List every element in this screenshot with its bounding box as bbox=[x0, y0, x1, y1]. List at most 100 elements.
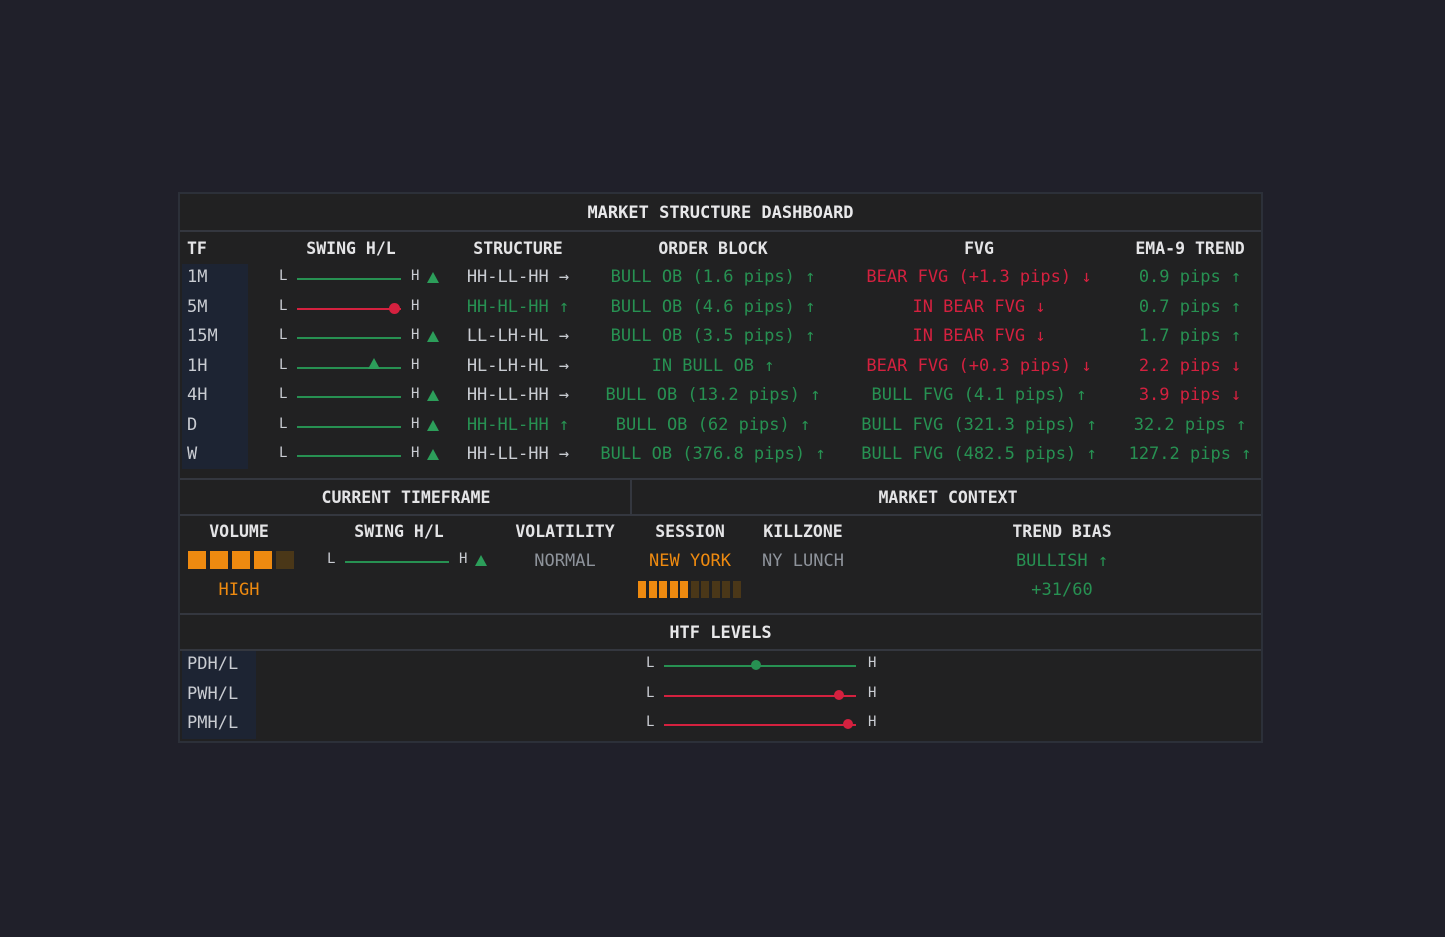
trend-bias-label: TREND BIAS bbox=[1012, 522, 1112, 541]
swing-position-marker bbox=[388, 302, 400, 314]
session-value: NEW YORK bbox=[649, 551, 731, 571]
structure-value: HH-HL-HH ↑ bbox=[466, 296, 570, 317]
session-progress-segment bbox=[680, 581, 688, 598]
htf-position-marker bbox=[833, 689, 844, 700]
killzone-label: KILLZONE bbox=[763, 522, 843, 541]
structure-value: HH-LL-HH → bbox=[466, 385, 570, 405]
volatility-value: NORMAL bbox=[534, 551, 596, 571]
session-progress-segment bbox=[711, 581, 720, 598]
swing-high-label: H bbox=[411, 415, 420, 432]
tf-label: 1H bbox=[187, 355, 208, 376]
htf-name-column-bg bbox=[182, 651, 256, 739]
session-label: SESSION bbox=[655, 522, 725, 541]
session-progress-segment bbox=[722, 581, 730, 598]
order-block-value: BULL OB (3.5 pips) ↑ bbox=[610, 326, 816, 346]
swing-range-bar bbox=[297, 337, 401, 339]
swing-high-label: H bbox=[411, 268, 420, 284]
section-divider bbox=[630, 479, 632, 515]
tf-label: 5M bbox=[187, 296, 208, 317]
structure-value: HL-LH-HL → bbox=[466, 355, 570, 376]
tf-label: D bbox=[187, 414, 198, 435]
header-order-block: ORDER BLOCK bbox=[658, 239, 768, 258]
swing-low-label: L bbox=[279, 297, 288, 314]
trend-bias-value: BULLISH ↑ bbox=[1015, 551, 1109, 571]
swing-breakout-marker bbox=[427, 272, 439, 283]
htf-range-bar bbox=[664, 724, 856, 726]
current-swing-label: SWING H/L bbox=[354, 522, 444, 541]
swing-position-marker bbox=[367, 357, 380, 369]
swing-range-bar bbox=[297, 366, 401, 369]
htf-position-marker bbox=[751, 660, 762, 670]
swing-breakout-marker bbox=[427, 390, 439, 401]
current-swing-range-bar bbox=[345, 561, 449, 563]
order-block-value: BULL OB (4.6 pips) ↑ bbox=[610, 296, 816, 317]
fvg-value: IN BEAR FVG ↓ bbox=[912, 326, 1046, 346]
tf-label: 1M bbox=[187, 267, 208, 287]
swing-low-label: L bbox=[279, 268, 288, 284]
ema-trend-value: 32.2 pips ↑ bbox=[1133, 414, 1247, 435]
swing-low-label: L bbox=[279, 445, 288, 461]
swing-high-label: H bbox=[411, 445, 420, 461]
tf-label: 15M bbox=[187, 326, 218, 346]
htf-high-label: H bbox=[868, 655, 877, 671]
header-structure: STRUCTURE bbox=[473, 239, 563, 258]
htf-low-label: L bbox=[646, 714, 655, 730]
swing-range-bar bbox=[297, 396, 401, 398]
htf-range-bar bbox=[664, 694, 856, 697]
fvg-value: BEAR FVG (+1.3 pips) ↓ bbox=[866, 267, 1092, 287]
swing-breakout-marker bbox=[427, 449, 439, 460]
header-ema-trend: EMA-9 TREND bbox=[1135, 239, 1245, 258]
session-progress-segment bbox=[701, 581, 709, 598]
ema-trend-value: 0.9 pips ↑ bbox=[1138, 267, 1242, 287]
timeframe-column-bg bbox=[182, 264, 248, 469]
structure-value: HH-HL-HH ↑ bbox=[466, 414, 570, 435]
htf-low-label: L bbox=[646, 684, 655, 701]
header-swing: SWING H/L bbox=[306, 239, 396, 258]
structure-value: HH-LL-HH → bbox=[466, 267, 570, 287]
section-band bbox=[180, 478, 1261, 516]
session-progress-segment bbox=[648, 581, 657, 598]
ema-trend-value: 0.7 pips ↑ bbox=[1138, 296, 1242, 317]
current-swing-low-label: L bbox=[327, 551, 336, 567]
killzone-value: NY LUNCH bbox=[762, 551, 844, 571]
order-block-value: BULL OB (376.8 pips) ↑ bbox=[600, 444, 826, 464]
fvg-value: IN BEAR FVG ↓ bbox=[912, 296, 1046, 317]
htf-level-name: PDH/L bbox=[187, 654, 239, 674]
fvg-value: BULL FVG (482.5 pips) ↑ bbox=[861, 444, 1097, 464]
order-block-value: BULL OB (13.2 pips) ↑ bbox=[605, 385, 821, 405]
volatility-label: VOLATILITY bbox=[515, 522, 615, 541]
trend-bias-score: +31/60 bbox=[1031, 580, 1093, 600]
swing-range-bar bbox=[297, 278, 401, 280]
dashboard-title: MARKET STRUCTURE DASHBOARD bbox=[180, 194, 1261, 232]
swing-low-label: L bbox=[279, 415, 288, 432]
fvg-value: BEAR FVG (+0.3 pips) ↓ bbox=[866, 355, 1092, 376]
session-progress-segment bbox=[732, 581, 741, 598]
swing-range-bar bbox=[297, 425, 401, 428]
market-structure-dashboard: MARKET STRUCTURE DASHBOARD TF SWING H/L … bbox=[178, 192, 1263, 743]
current-swing-breakout-marker bbox=[475, 555, 487, 566]
fvg-value: BULL FVG (4.1 pips) ↑ bbox=[871, 385, 1087, 405]
htf-level-name: PMH/L bbox=[187, 713, 239, 733]
fvg-value: BULL FVG (321.3 pips) ↑ bbox=[861, 414, 1097, 435]
volume-text: HIGH bbox=[218, 580, 260, 600]
ema-trend-value: 1.7 pips ↑ bbox=[1138, 326, 1242, 346]
market-context-title: MARKET CONTEXT bbox=[878, 488, 1018, 507]
volume-bar-segment bbox=[276, 551, 294, 569]
htf-high-label: H bbox=[868, 684, 877, 701]
volume-bar-segment bbox=[210, 551, 228, 569]
header-tf: TF bbox=[187, 239, 207, 258]
htf-high-label: H bbox=[868, 714, 877, 730]
session-progress-segment bbox=[638, 581, 646, 598]
session-progress-segment bbox=[669, 581, 678, 598]
ema-trend-value: 127.2 pips ↑ bbox=[1128, 444, 1252, 464]
swing-low-label: L bbox=[279, 386, 288, 402]
structure-value: HH-LL-HH → bbox=[466, 444, 570, 464]
order-block-value: BULL OB (1.6 pips) ↑ bbox=[610, 267, 816, 287]
htf-low-label: L bbox=[646, 655, 655, 671]
swing-range-bar bbox=[297, 455, 401, 457]
htf-level-name: PWH/L bbox=[187, 683, 239, 704]
order-block-value: IN BULL OB ↑ bbox=[651, 355, 775, 376]
volume-label: VOLUME bbox=[209, 522, 269, 541]
volume-bar-segment bbox=[232, 551, 250, 569]
swing-high-label: H bbox=[411, 297, 420, 314]
